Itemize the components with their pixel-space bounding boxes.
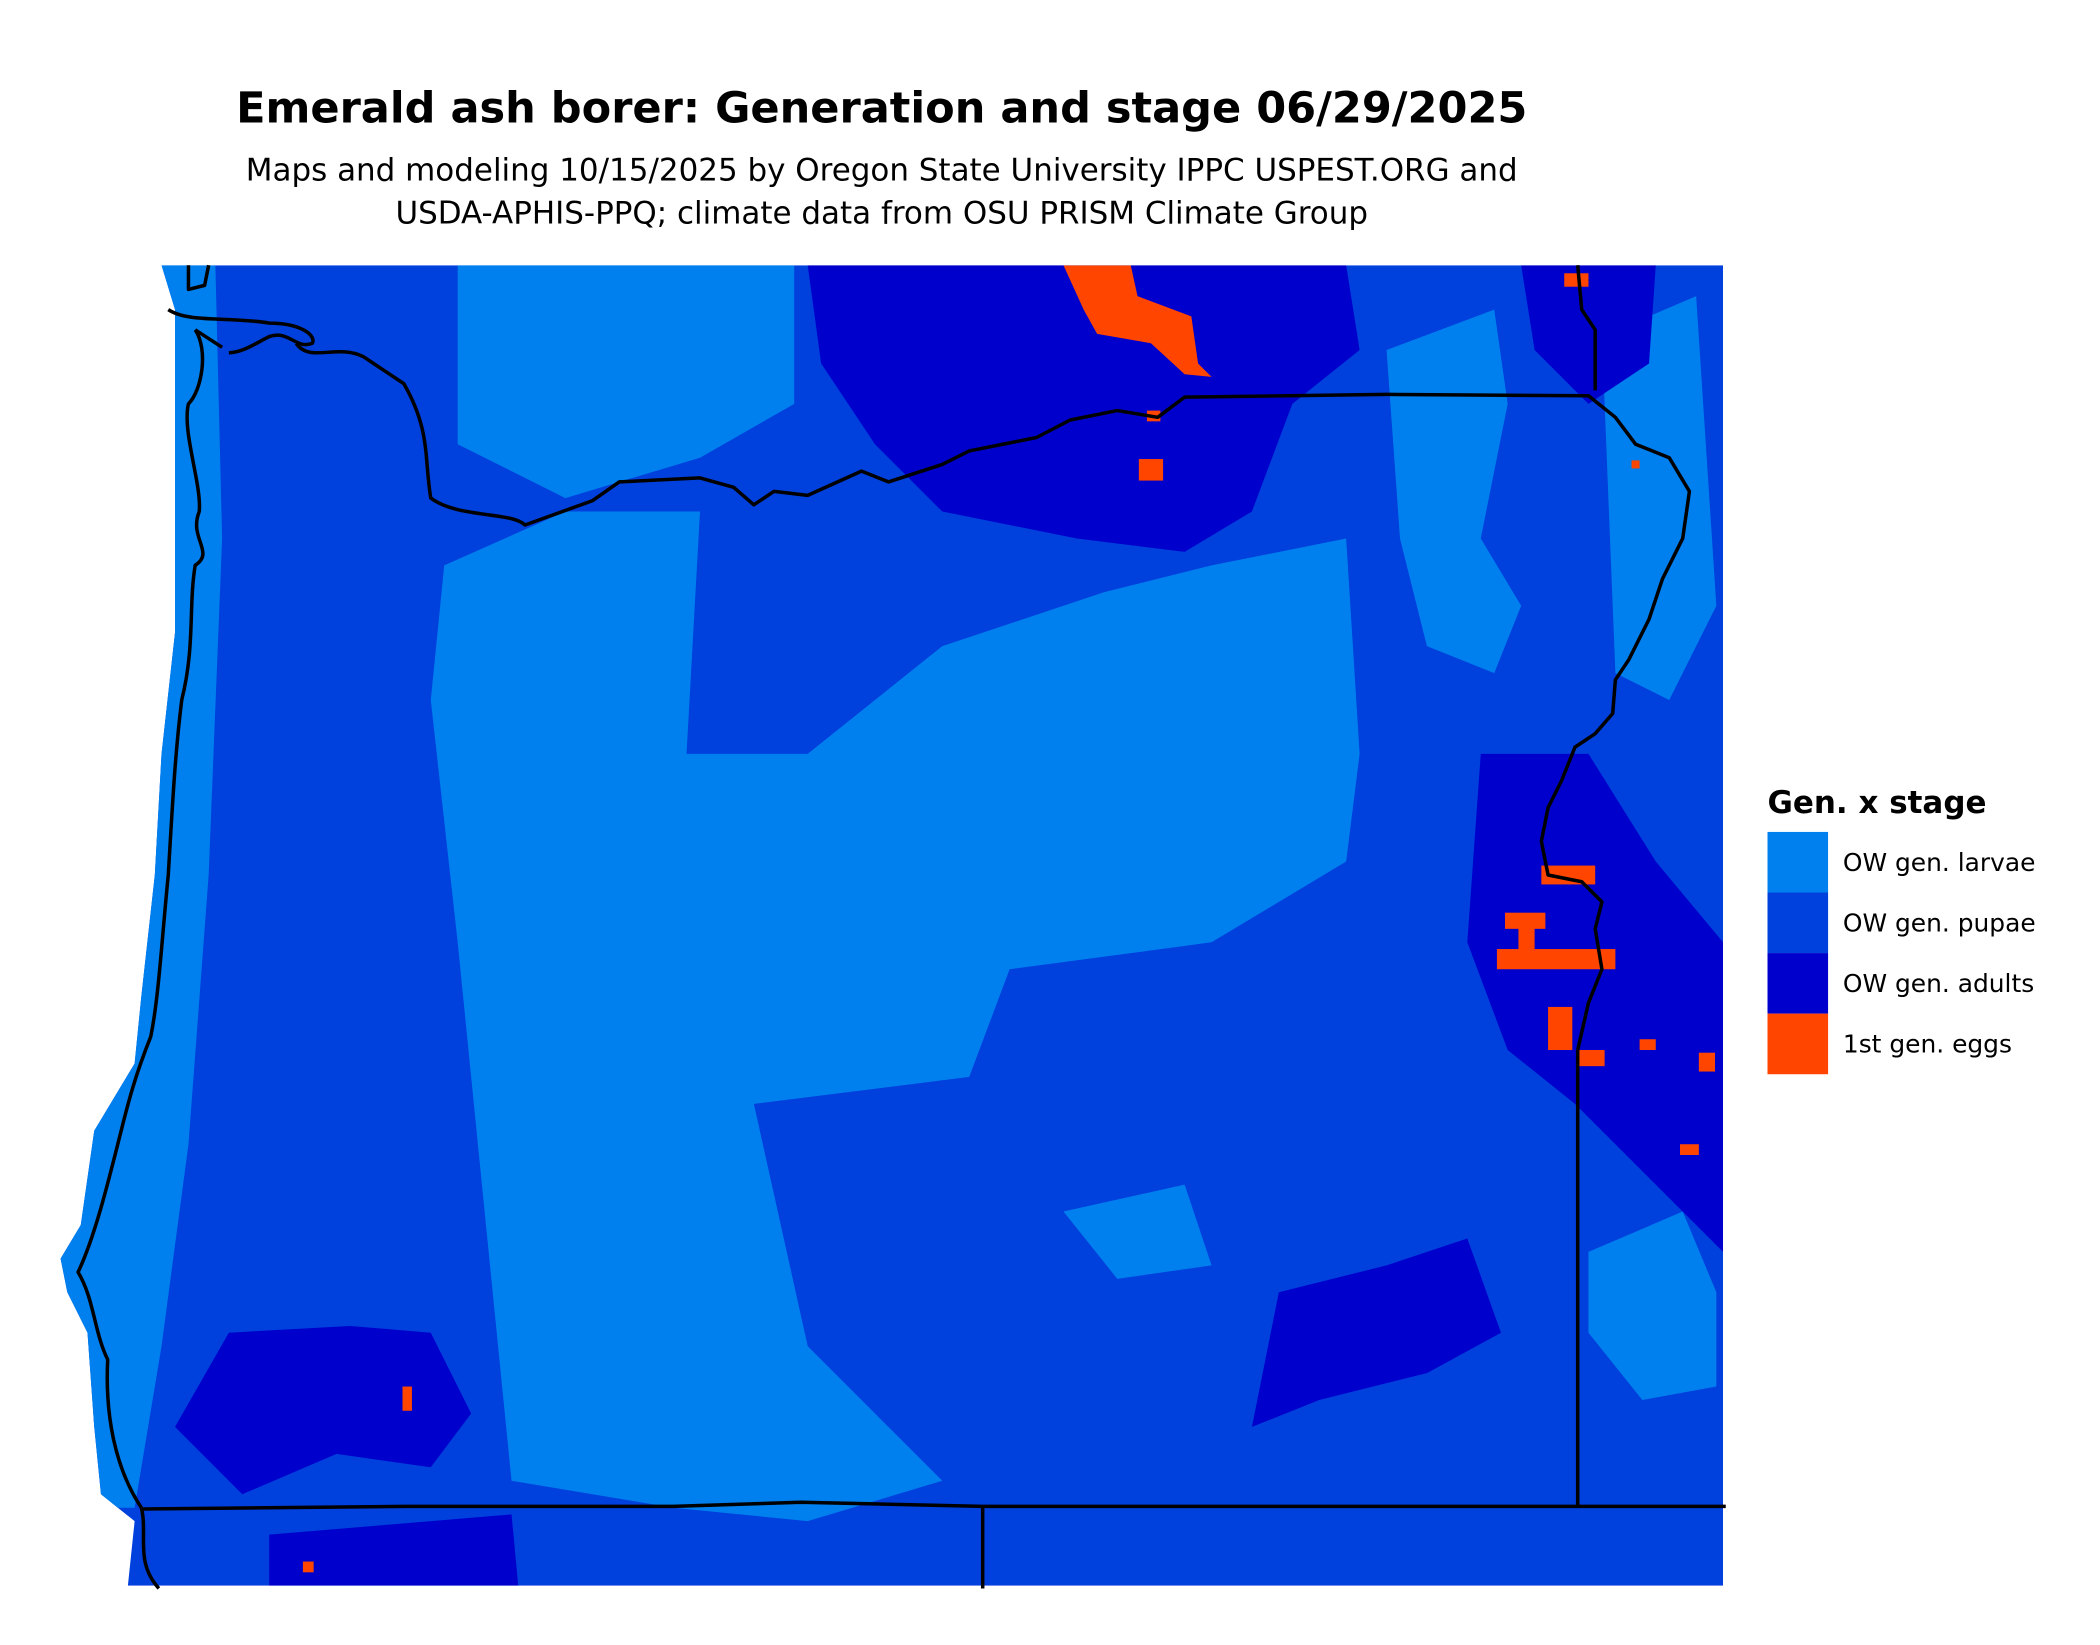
map-title: Emerald ash borer: Generation and stage …	[236, 84, 1527, 134]
legend-swatch-adults	[1767, 953, 1829, 1014]
legend-label-adults: OW gen. adults	[1843, 969, 2034, 998]
legend: Gen. x stage OW gen. larvae OW gen. pupa…	[1767, 785, 2036, 1075]
adults-region-east	[1467, 753, 1724, 1252]
legend-label-larvae: OW gen. larvae	[1843, 848, 2036, 877]
legend-swatch-larvae	[1767, 831, 1829, 893]
larvae-region-north	[457, 265, 795, 499]
larvae-region-northeast	[1386, 309, 1522, 674]
larvae-region-central	[430, 511, 1360, 1522]
map-boundaries	[76, 264, 1726, 1590]
adults-region-southwest	[175, 1325, 472, 1495]
coastline	[76, 264, 211, 1590]
map-subtitle-line-1: Maps and modeling 10/15/2025 by Oregon S…	[246, 152, 1518, 188]
legend-label-pupae: OW gen. pupae	[1843, 909, 2036, 938]
southern-border	[141, 1500, 1726, 1511]
legend-swatch-pupae	[1767, 892, 1829, 954]
legend-swatch-eggs	[1767, 1013, 1829, 1075]
eggs-patches	[302, 265, 1715, 1573]
larvae-region-east	[1601, 296, 1717, 700]
larvae-region-southeast	[1588, 1211, 1717, 1400]
columbia-north-branch	[1575, 265, 1597, 391]
adults-region-north	[807, 265, 1360, 552]
map-raster	[60, 265, 1724, 1586]
larvae-region-south	[1063, 1184, 1212, 1279]
columbia-river	[167, 308, 1692, 1051]
legend-title: Gen. x stage	[1768, 785, 1987, 821]
adults-region-southborder	[269, 1514, 519, 1586]
map-subtitle-line-2: USDA-APHIS-PPQ; climate data from OSU PR…	[395, 195, 1368, 231]
adults-region-northeast	[1521, 265, 1656, 404]
adults-region-south	[1251, 1238, 1501, 1427]
legend-label-eggs: 1st gen. eggs	[1843, 1030, 2012, 1059]
